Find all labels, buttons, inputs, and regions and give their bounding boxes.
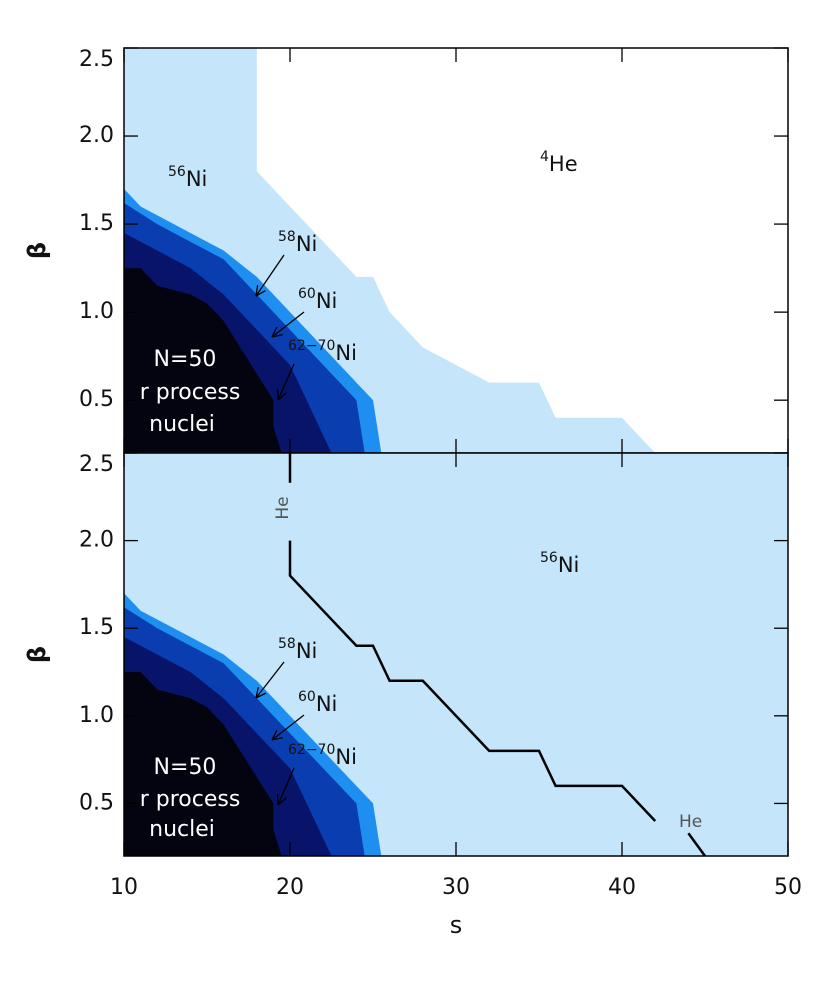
annotation-text: nuclei <box>149 412 215 437</box>
y-tick-label: 2.5 <box>79 452 114 477</box>
annotation: r process <box>140 787 241 812</box>
annotation-text: Ni <box>335 745 357 769</box>
arrow <box>271 311 305 338</box>
y-tick-label: 0.5 <box>79 790 114 815</box>
annotation-text: Ni <box>296 232 318 256</box>
annotation: N=50 <box>154 755 217 780</box>
x-tick-label: 50 <box>774 875 802 900</box>
x-tick-label: 30 <box>442 875 470 900</box>
annotation: 62−70Ni <box>288 338 357 365</box>
annotation-text: Ni <box>335 341 357 365</box>
arrow-head <box>271 326 278 338</box>
annotation-text: nuclei <box>149 817 215 842</box>
y-tick-label: 2.0 <box>79 528 114 553</box>
y-axis-label: β <box>23 242 51 259</box>
arrow-head <box>271 729 278 741</box>
annotation-text: Ni <box>186 167 208 191</box>
annotation: 60Ni <box>298 286 337 313</box>
annotation-sup: 4 <box>540 149 549 165</box>
annotation-text: Ni <box>558 553 580 577</box>
contour-region <box>256 48 788 453</box>
y-axis-label: β <box>23 646 51 663</box>
annotation-text: He <box>679 812 702 832</box>
annotation: 60Ni <box>298 689 337 716</box>
annotation-text: r process <box>140 787 241 812</box>
annotation-sup: 56 <box>168 164 186 180</box>
annotation: r process <box>140 380 241 405</box>
arrow-head <box>255 289 266 297</box>
annotation-sup: 62−70 <box>288 742 335 758</box>
annotation-text: Ni <box>316 289 338 313</box>
y-tick-label: 2.0 <box>79 123 114 148</box>
y-tick-label: 1.5 <box>79 615 114 640</box>
annotation: 56Ni <box>540 550 579 577</box>
annotation-sup: 58 <box>278 636 296 652</box>
arrow <box>271 714 305 741</box>
annotation-sup: 60 <box>298 689 316 705</box>
y-tick-label: 2.5 <box>79 47 114 72</box>
arrow-head <box>271 737 283 741</box>
arrow <box>255 661 285 699</box>
annotation-sup: 56 <box>540 550 558 566</box>
annotation-sup: 62−70 <box>288 338 335 354</box>
annotation: 58Ni <box>278 229 317 256</box>
y-tick-label: 1.5 <box>79 211 114 236</box>
y-tick-label: 1.0 <box>79 299 114 324</box>
arrow-head <box>255 692 267 699</box>
x-tick-label: 20 <box>276 875 304 900</box>
annotation-sup: 58 <box>278 229 296 245</box>
arrow-head <box>255 687 259 699</box>
annotation-text: He <box>273 496 293 519</box>
x-axis-label: s <box>450 911 463 939</box>
annotation: 62−70Ni <box>288 742 357 769</box>
arrow-head <box>271 334 283 338</box>
y-tick-label: 1.0 <box>79 703 114 728</box>
annotation-sup: 60 <box>298 286 316 302</box>
arrow <box>255 254 285 297</box>
annotation-text: He <box>549 152 578 176</box>
annotation: 4He <box>540 149 578 176</box>
contour-region <box>124 672 282 856</box>
y-tick-label: 0.5 <box>79 387 114 412</box>
annotation-text: N=50 <box>154 755 217 780</box>
annotation-text: r process <box>140 380 241 405</box>
annotation: 56Ni <box>168 164 207 191</box>
x-tick-label: 40 <box>608 875 636 900</box>
x-tick-label: 10 <box>110 875 138 900</box>
arrow-head <box>277 797 287 806</box>
arrow-head <box>277 392 287 401</box>
annotation: N=50 <box>154 347 217 372</box>
arrow <box>277 767 295 806</box>
annotation-text: N=50 <box>154 347 217 372</box>
annotation: nuclei <box>149 412 215 437</box>
annotation: He <box>679 812 702 832</box>
arrow <box>277 363 295 401</box>
annotation: He <box>273 496 293 519</box>
annotation-text: Ni <box>316 692 338 716</box>
annotation: nuclei <box>149 817 215 842</box>
annotation-text: Ni <box>296 639 318 663</box>
arrow-head <box>255 285 259 297</box>
contour-region <box>124 268 282 453</box>
annotation: 58Ni <box>278 636 317 663</box>
